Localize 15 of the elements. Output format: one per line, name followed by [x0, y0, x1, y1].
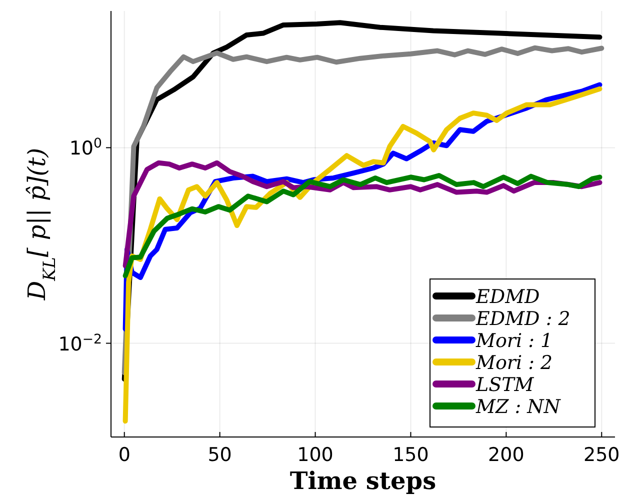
x-tick-label: 150 [392, 444, 429, 466]
x-axis-title: Time steps [290, 466, 436, 495]
x-tick-label: 100 [297, 444, 334, 466]
x-tick-label: 0 [118, 444, 130, 466]
legend-label: EDMD : 2 [475, 308, 570, 330]
legend-label: Mori : 2 [475, 352, 553, 374]
legend-label: EDMD [475, 286, 540, 308]
x-tick-label: 200 [488, 444, 524, 466]
y-tick-label: 10$^{−2}$ [58, 332, 102, 356]
legend-label: LSTM [475, 374, 534, 396]
legend-label: Mori : 1 [475, 330, 553, 352]
legend-label: MZ : NN [475, 396, 562, 418]
x-tick-label: 50 [208, 444, 232, 466]
y-tick-label: 10$^{0}$ [69, 136, 102, 160]
x-tick-label: 250 [584, 444, 620, 466]
